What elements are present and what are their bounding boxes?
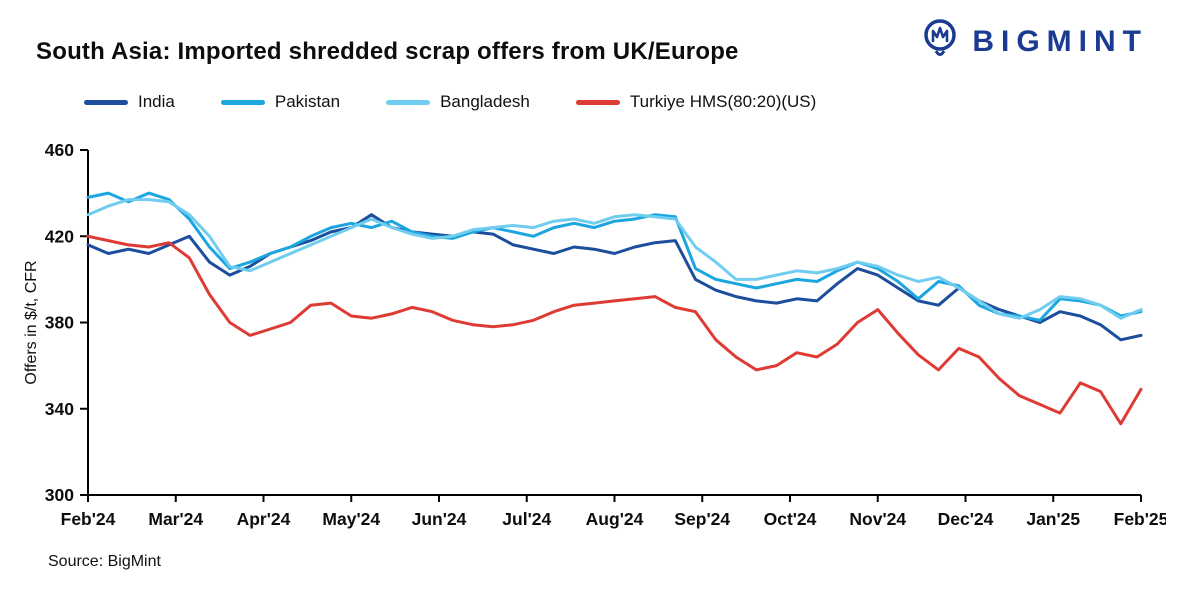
series-line-india (86, 213, 1143, 342)
legend: India Pakistan Bangladesh Turkiye HMS(80:20… (84, 92, 816, 112)
legend-label: India (138, 92, 175, 111)
x-tick-label: Aug'24 (586, 509, 644, 529)
legend-item-bangladesh: Bangladesh (386, 92, 530, 112)
x-tick-label: Feb'24 (61, 509, 116, 529)
legend-label: Pakistan (274, 92, 341, 111)
legend-marker-turkiye-hms-80-20-us (575, 99, 620, 105)
y-tick-label: 300 (45, 485, 74, 505)
x-tick-label: Nov'24 (849, 509, 906, 529)
y-tick-label: 460 (45, 140, 74, 160)
series-line-turkiye-hms-80-20-us (86, 234, 1143, 426)
x-tick-label: Jun'24 (412, 509, 467, 529)
x-tick-label: Dec'24 (938, 509, 994, 529)
legend-marker-bangladesh (386, 99, 431, 105)
legend-marker-pakistan (220, 99, 265, 105)
legend-item-pakistan: Pakistan (220, 92, 341, 112)
y-tick-label: 380 (45, 313, 74, 333)
x-tick-label: Sep'24 (674, 509, 730, 529)
y-axis-label: Offers in $/t, CFR (23, 260, 40, 384)
legend-marker-india (84, 99, 128, 105)
bigmint-logo-icon (918, 16, 962, 67)
brand-name: BIGMINT (972, 24, 1148, 58)
x-tick-label: Oct'24 (764, 509, 817, 529)
chart-svg: 300 340 380 420 460 Feb'24 Mar'24 Apr'24 May'24 J… (23, 140, 1169, 529)
source-note: Source: BigMint (48, 553, 161, 570)
x-tick-label: Mar'24 (148, 509, 203, 529)
legend-label: Bangladesh (440, 92, 530, 111)
y-tick-label: 420 (45, 226, 74, 246)
legend-item-turkiye-hms-80-20-us: Turkiye HMS(80:20)(US) (575, 92, 817, 112)
chart-area: 300 340 380 420 460 Feb'24 Mar'24 Apr'24 May'24 J… (16, 120, 1169, 545)
x-tick-label: Jan'25 (1026, 509, 1080, 529)
y-tick-label: 340 (45, 399, 74, 419)
x-tick-label: Jul'24 (502, 509, 551, 529)
chart-title: South Asia: Imported shredded scrap offe… (36, 38, 739, 65)
brand-logo: BIGMINT (918, 16, 1148, 67)
x-tick-label: May'24 (322, 509, 380, 529)
x-tick-label: Apr'24 (237, 509, 291, 529)
legend-item-india: India (84, 92, 175, 112)
x-tick-label: Feb'25 (1114, 509, 1166, 529)
legend-label: Turkiye HMS(80:20)(US) (629, 92, 817, 111)
series-line-bangladesh (86, 198, 1143, 320)
